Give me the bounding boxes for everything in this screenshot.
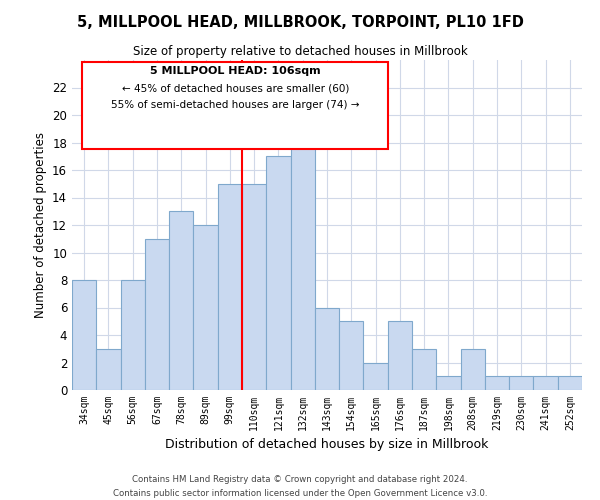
Bar xyxy=(242,184,266,390)
Bar xyxy=(364,362,388,390)
X-axis label: Distribution of detached houses by size in Millbrook: Distribution of detached houses by size … xyxy=(166,438,488,452)
Bar xyxy=(485,376,509,390)
Bar xyxy=(169,211,193,390)
Bar xyxy=(266,156,290,390)
Bar xyxy=(315,308,339,390)
Text: ← 45% of detached houses are smaller (60): ← 45% of detached houses are smaller (60… xyxy=(122,83,349,93)
Text: 55% of semi-detached houses are larger (74) →: 55% of semi-detached houses are larger (… xyxy=(111,100,359,110)
Text: Size of property relative to detached houses in Millbrook: Size of property relative to detached ho… xyxy=(133,45,467,58)
Bar xyxy=(290,128,315,390)
Bar xyxy=(461,349,485,390)
FancyBboxPatch shape xyxy=(82,62,388,149)
Text: 5, MILLPOOL HEAD, MILLBROOK, TORPOINT, PL10 1FD: 5, MILLPOOL HEAD, MILLBROOK, TORPOINT, P… xyxy=(77,15,523,30)
Text: Contains HM Land Registry data © Crown copyright and database right 2024.
Contai: Contains HM Land Registry data © Crown c… xyxy=(113,476,487,498)
Bar xyxy=(339,322,364,390)
Bar xyxy=(533,376,558,390)
Bar xyxy=(412,349,436,390)
Bar xyxy=(145,239,169,390)
Bar xyxy=(509,376,533,390)
Bar xyxy=(388,322,412,390)
Bar xyxy=(193,225,218,390)
Bar xyxy=(72,280,96,390)
Bar xyxy=(121,280,145,390)
Text: 5 MILLPOOL HEAD: 106sqm: 5 MILLPOOL HEAD: 106sqm xyxy=(150,66,320,76)
Bar xyxy=(96,349,121,390)
Bar xyxy=(218,184,242,390)
Bar xyxy=(558,376,582,390)
Bar xyxy=(436,376,461,390)
Y-axis label: Number of detached properties: Number of detached properties xyxy=(34,132,47,318)
